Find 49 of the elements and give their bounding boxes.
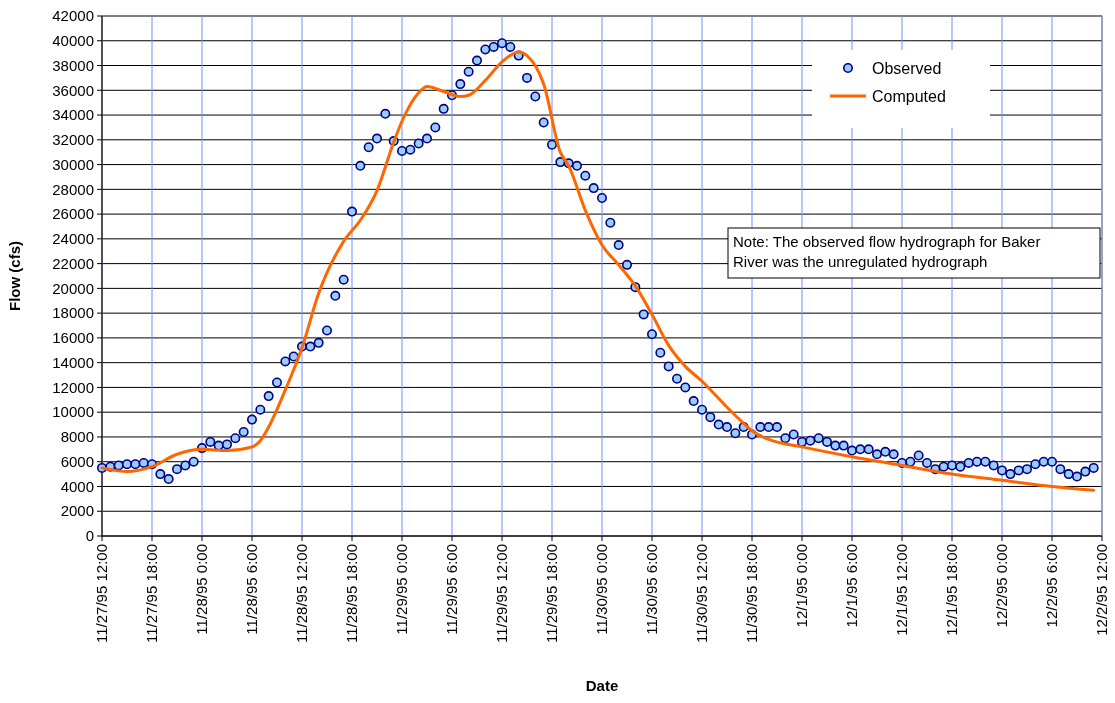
y-tick-label: 12000 <box>52 378 94 396</box>
y-tick-label: 16000 <box>52 329 94 347</box>
x-tick-label: 12/2/95 6:00 <box>1043 544 1061 628</box>
x-tick-label: 11/27/95 12:00 <box>93 544 111 643</box>
y-tick-label: 42000 <box>52 7 94 25</box>
x-tick-label: 11/30/95 6:00 <box>643 544 661 635</box>
annotation: Note: The observed flow hydrograph for Baker River was the unregulated hydrograph <box>733 233 1041 270</box>
x-tick-label: 11/30/95 0:00 <box>593 544 611 635</box>
x-tick-label: 11/29/95 12:00 <box>493 544 511 643</box>
x-tick-label: 12/2/95 12:00 <box>1093 544 1111 636</box>
x-tick-label: 12/2/95 0:00 <box>993 544 1011 628</box>
x-axis-title: Date <box>585 677 619 694</box>
y-tick-label: 40000 <box>52 32 94 50</box>
x-tick-label: 11/30/95 18:00 <box>743 544 761 643</box>
x-tick-label: 12/1/95 6:00 <box>843 544 861 628</box>
y-tick-label: 4000 <box>60 477 94 495</box>
note-box: Note: The observed flow hydrograph for Baker River was the unregulated hydrograph <box>727 227 1101 279</box>
x-tick-label: 11/28/95 12:00 <box>293 544 311 643</box>
x-tick-label: 12/1/95 12:00 <box>893 544 911 636</box>
legend-label: Computed <box>872 87 946 105</box>
y-tick-label: 38000 <box>52 56 94 74</box>
x-tick-label: 11/28/95 18:00 <box>343 544 361 643</box>
y-tick-label: 32000 <box>52 131 94 149</box>
x-tick-label: 11/29/95 6:00 <box>443 544 461 635</box>
x-tick-label: 11/27/95 18:00 <box>143 544 161 643</box>
y-tick-label: 18000 <box>52 304 94 322</box>
y-tick-label: 34000 <box>52 106 94 124</box>
x-tick-label: 11/29/95 0:00 <box>393 544 411 635</box>
y-tick-label: 6000 <box>60 452 94 470</box>
y-tick-label: 24000 <box>52 230 94 248</box>
y-tick-label: 36000 <box>52 81 94 99</box>
y-tick-label: 14000 <box>52 353 94 371</box>
y-axis-title: Flow (cfs) <box>6 241 23 311</box>
x-tick-label: 11/28/95 0:00 <box>193 544 211 635</box>
y-tick-label: 20000 <box>52 279 94 297</box>
x-tick-label: 11/28/95 6:00 <box>243 544 261 635</box>
y-tick-label: 26000 <box>52 205 94 223</box>
x-tick-label: 11/29/95 18:00 <box>543 544 561 643</box>
y-tick-label: 2000 <box>60 502 94 520</box>
y-tick-label: 28000 <box>52 180 94 198</box>
y-tick-label: 22000 <box>52 254 94 272</box>
x-tick-label: 12/1/95 0:00 <box>793 544 811 628</box>
y-tick-label: 8000 <box>60 428 94 446</box>
x-tick-label: 11/30/95 12:00 <box>693 544 711 643</box>
y-tick-label: 0 <box>85 527 94 545</box>
y-tick-label: 30000 <box>52 155 94 173</box>
x-tick-label: 12/1/95 18:00 <box>943 544 961 636</box>
legend-label: Observed <box>872 59 942 77</box>
y-tick-label: 10000 <box>52 403 94 421</box>
